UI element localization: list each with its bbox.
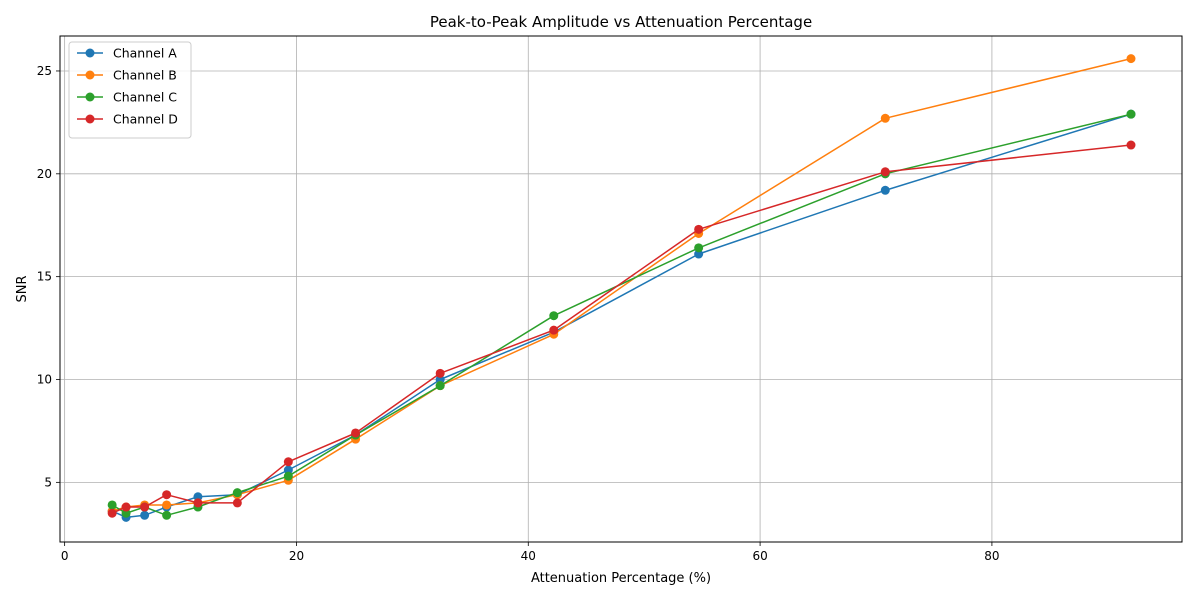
data-point-channel-d [193,498,203,508]
data-point-channel-c [1126,109,1136,119]
legend: Channel A Channel B Channel C Channel D [68,41,192,139]
data-point-channel-a [193,492,203,502]
legend-label: Channel C [113,90,177,105]
data-point-channel-c [107,500,117,510]
data-point-channel-b [162,500,172,510]
legend-box [68,41,192,139]
y-tick-label: 20 [37,167,52,181]
data-point-channel-a [880,185,890,195]
data-point-channel-a [140,510,150,520]
series-layer [107,54,1136,522]
legend-label: Channel D [113,112,178,127]
y-tick-label: 25 [37,64,52,78]
data-point-channel-a [694,249,704,259]
data-point-channel-a [435,375,445,385]
legend-marker [85,114,95,124]
y-tick-label: 5 [44,475,52,489]
data-point-channel-c [232,488,242,498]
data-point-channel-d [694,224,704,234]
series-channel-d [107,140,1136,518]
data-point-channel-d [232,498,242,508]
data-point-channel-d [283,457,293,467]
data-point-channel-c [694,243,704,253]
x-tick-label: 80 [984,549,999,563]
x-tick-label: 20 [289,549,304,563]
data-point-channel-b [880,113,890,123]
data-point-channel-d [121,502,131,512]
legend-label: Channel A [113,46,177,61]
y-tick-label: 10 [37,373,52,387]
plot-frame [59,35,1183,543]
data-point-channel-d [351,428,361,438]
x-axis-label: Attenuation Percentage (%) [531,571,711,586]
data-point-channel-d [435,368,445,378]
data-point-channel-d [549,325,559,335]
data-point-channel-b [1126,54,1136,64]
chart-title: Peak-to-Peak Amplitude vs Attenuation Pe… [430,13,812,31]
data-point-channel-c [435,381,445,391]
axis-ticks: 0 20 40 60 80 5 10 15 20 25 [37,64,1000,563]
data-point-channel-d [162,490,172,500]
x-tick-label: 0 [61,549,69,563]
data-point-channel-c [121,508,131,518]
data-point-channel-a [283,465,293,475]
y-axis-label: SNR [15,275,30,302]
legend-label: Channel B [113,68,177,83]
data-point-channel-c [283,471,293,481]
legend-marker [85,70,95,80]
data-point-channel-c [162,510,172,520]
grid [60,36,1182,542]
data-point-channel-d [107,508,117,518]
x-tick-label: 60 [752,549,767,563]
y-tick-label: 15 [37,270,52,284]
data-point-channel-d [1126,140,1136,150]
legend-marker [85,92,95,102]
data-point-channel-c [549,311,559,321]
data-point-channel-d [140,502,150,512]
legend-marker [85,48,95,58]
x-tick-label: 40 [521,549,536,563]
data-point-channel-d [880,167,890,177]
